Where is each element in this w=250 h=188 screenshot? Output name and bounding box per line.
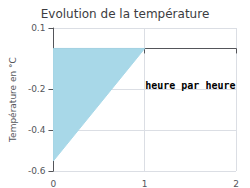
svg-text:-0.6: -0.6: [28, 166, 46, 176]
svg-text:heure par heure: heure par heure: [145, 80, 235, 91]
svg-text:Evolution de la température: Evolution de la température: [41, 7, 210, 21]
svg-text:Température en °C: Température en °C: [8, 57, 18, 143]
svg-text:-0.2: -0.2: [28, 84, 46, 94]
svg-text:1: 1: [142, 179, 148, 188]
svg-text:-0.4: -0.4: [28, 125, 46, 135]
svg-text:0.1: 0.1: [31, 23, 45, 33]
svg-text:2: 2: [233, 179, 239, 188]
svg-text:0: 0: [51, 179, 57, 188]
